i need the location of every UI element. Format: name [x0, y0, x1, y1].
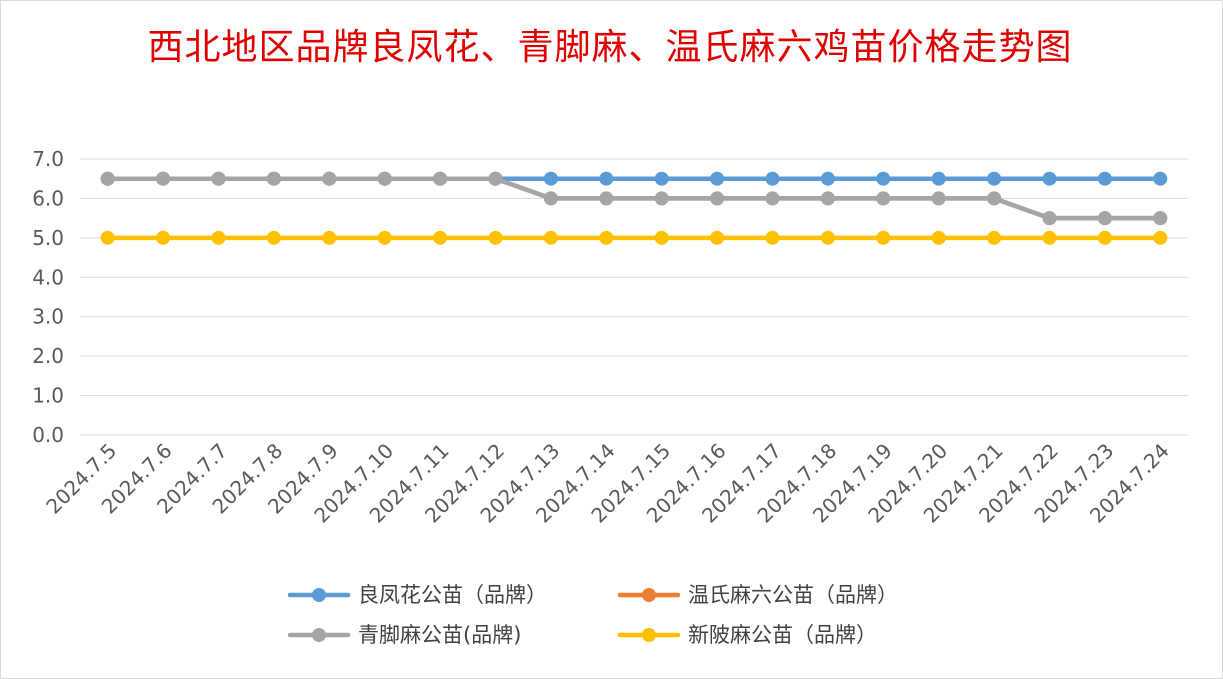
legend-marker-icon: [642, 588, 656, 602]
data-point: [377, 171, 392, 186]
data-point: [820, 230, 835, 245]
data-point: [765, 191, 780, 206]
data-point: [488, 230, 503, 245]
data-point: [820, 171, 835, 186]
data-point: [599, 230, 614, 245]
chart-title: 西北地区品牌良凤花、青脚麻、温氏麻六鸡苗价格走势图: [147, 27, 1073, 68]
legend-label: 青脚麻公苗(品牌): [358, 623, 521, 647]
data-point: [654, 191, 669, 206]
data-point: [599, 171, 614, 186]
data-point: [1042, 171, 1057, 186]
data-point: [543, 230, 558, 245]
data-point: [1042, 230, 1057, 245]
data-point: [322, 171, 337, 186]
data-point: [543, 191, 558, 206]
data-point: [654, 230, 669, 245]
data-point: [931, 191, 946, 206]
data-point: [100, 230, 115, 245]
data-point: [710, 171, 725, 186]
data-point: [1097, 211, 1112, 226]
data-point: [156, 230, 171, 245]
data-point: [1042, 211, 1057, 226]
series-line-2: [105, 176, 1163, 221]
y-tick-label: 6.0: [32, 186, 64, 210]
y-tick-label: 7.0: [32, 147, 64, 171]
data-point: [266, 171, 281, 186]
data-point: [710, 191, 725, 206]
data-point: [987, 230, 1002, 245]
legend-marker-icon: [642, 628, 656, 642]
data-point: [987, 171, 1002, 186]
legend-marker-icon: [312, 588, 326, 602]
data-point: [765, 230, 780, 245]
data-point: [931, 171, 946, 186]
data-point: [322, 230, 337, 245]
data-point: [433, 171, 448, 186]
data-point: [1097, 230, 1112, 245]
data-point: [876, 171, 891, 186]
legend-label: 良凤花公苗（品牌）: [358, 583, 547, 607]
data-point: [211, 230, 226, 245]
data-point: [100, 171, 115, 186]
data-point: [876, 191, 891, 206]
data-point: [543, 171, 558, 186]
data-point: [876, 230, 891, 245]
legend-marker-icon: [312, 628, 326, 642]
y-tick-label: 2.0: [32, 344, 64, 368]
data-point: [654, 171, 669, 186]
data-point: [931, 230, 946, 245]
data-point: [1153, 211, 1168, 226]
data-point: [1097, 171, 1112, 186]
data-point: [488, 171, 503, 186]
data-point: [987, 191, 1002, 206]
data-point: [710, 230, 725, 245]
data-point: [1153, 230, 1168, 245]
legend-label: 新陂麻公苗（品牌）: [688, 623, 877, 647]
y-tick-label: 5.0: [32, 226, 64, 250]
y-tick-label: 3.0: [32, 305, 64, 329]
data-point: [599, 191, 614, 206]
data-point: [433, 230, 448, 245]
data-point: [1153, 171, 1168, 186]
data-point: [156, 171, 171, 186]
y-tick-label: 1.0: [32, 384, 64, 408]
data-point: [820, 191, 835, 206]
data-point: [211, 171, 226, 186]
y-tick-label: 0.0: [32, 423, 64, 447]
y-tick-label: 4.0: [32, 265, 64, 289]
data-point: [266, 230, 281, 245]
legend-label: 温氏麻六公苗（品牌）: [688, 583, 898, 607]
data-point: [377, 230, 392, 245]
data-point: [765, 171, 780, 186]
